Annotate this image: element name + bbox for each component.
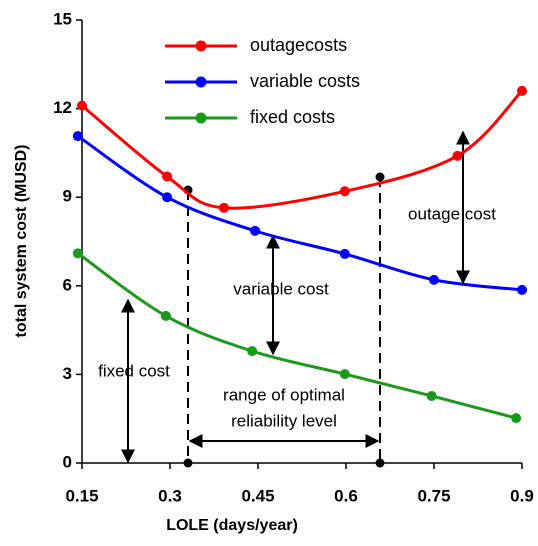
data-point bbox=[511, 413, 522, 424]
x-tick-label: 0.75 bbox=[417, 486, 450, 505]
y-tick-label: 12 bbox=[53, 98, 72, 117]
data-point bbox=[517, 284, 527, 295]
x-tick-label: 0.6 bbox=[334, 486, 358, 505]
data-point bbox=[72, 248, 83, 259]
data-point bbox=[247, 346, 258, 357]
annotation: reliability level bbox=[231, 411, 337, 430]
legend-label: outagecosts bbox=[250, 35, 347, 55]
data-point bbox=[160, 310, 171, 321]
y-tick-label: 15 bbox=[53, 9, 72, 28]
annotation: outage cost bbox=[408, 204, 496, 223]
x-axis-label: LOLE (days/year) bbox=[166, 517, 298, 534]
annotation: fixed cost bbox=[98, 361, 170, 380]
data-point bbox=[339, 248, 350, 259]
data-point bbox=[250, 225, 261, 236]
dot bbox=[375, 172, 385, 182]
y-tick-label: 9 bbox=[63, 187, 72, 206]
annotation: variable cost bbox=[233, 279, 329, 298]
data-point bbox=[339, 186, 350, 197]
y-tick-label: 0 bbox=[63, 452, 72, 471]
legend-label: fixed costs bbox=[250, 107, 335, 127]
data-point bbox=[426, 390, 437, 401]
y-axis-label: total system cost (MUSD) bbox=[13, 145, 30, 338]
x-tick-label: 0.3 bbox=[158, 486, 182, 505]
data-point bbox=[339, 369, 350, 380]
series-line bbox=[77, 134, 523, 292]
x-tick-label: 0.15 bbox=[65, 486, 98, 505]
data-point bbox=[517, 85, 527, 96]
x-tick-label: 0.45 bbox=[241, 486, 274, 505]
y-tick-label: 3 bbox=[63, 364, 72, 383]
annotation: range of optimal bbox=[223, 385, 345, 404]
data-point bbox=[218, 202, 229, 213]
legend-dot bbox=[195, 112, 207, 124]
data-point bbox=[452, 150, 463, 161]
data-point bbox=[162, 171, 173, 182]
series-line bbox=[77, 252, 517, 420]
data-point bbox=[72, 131, 83, 142]
data-point bbox=[162, 192, 173, 203]
legend-label: variable costs bbox=[250, 71, 360, 91]
series-line bbox=[81, 89, 524, 210]
legend-dot bbox=[195, 40, 207, 52]
y-tick-label: 6 bbox=[63, 275, 72, 294]
x-tick-label: 0.9 bbox=[510, 486, 534, 505]
data-point bbox=[429, 274, 439, 285]
legend-dot bbox=[195, 76, 207, 88]
data-point bbox=[77, 100, 87, 111]
